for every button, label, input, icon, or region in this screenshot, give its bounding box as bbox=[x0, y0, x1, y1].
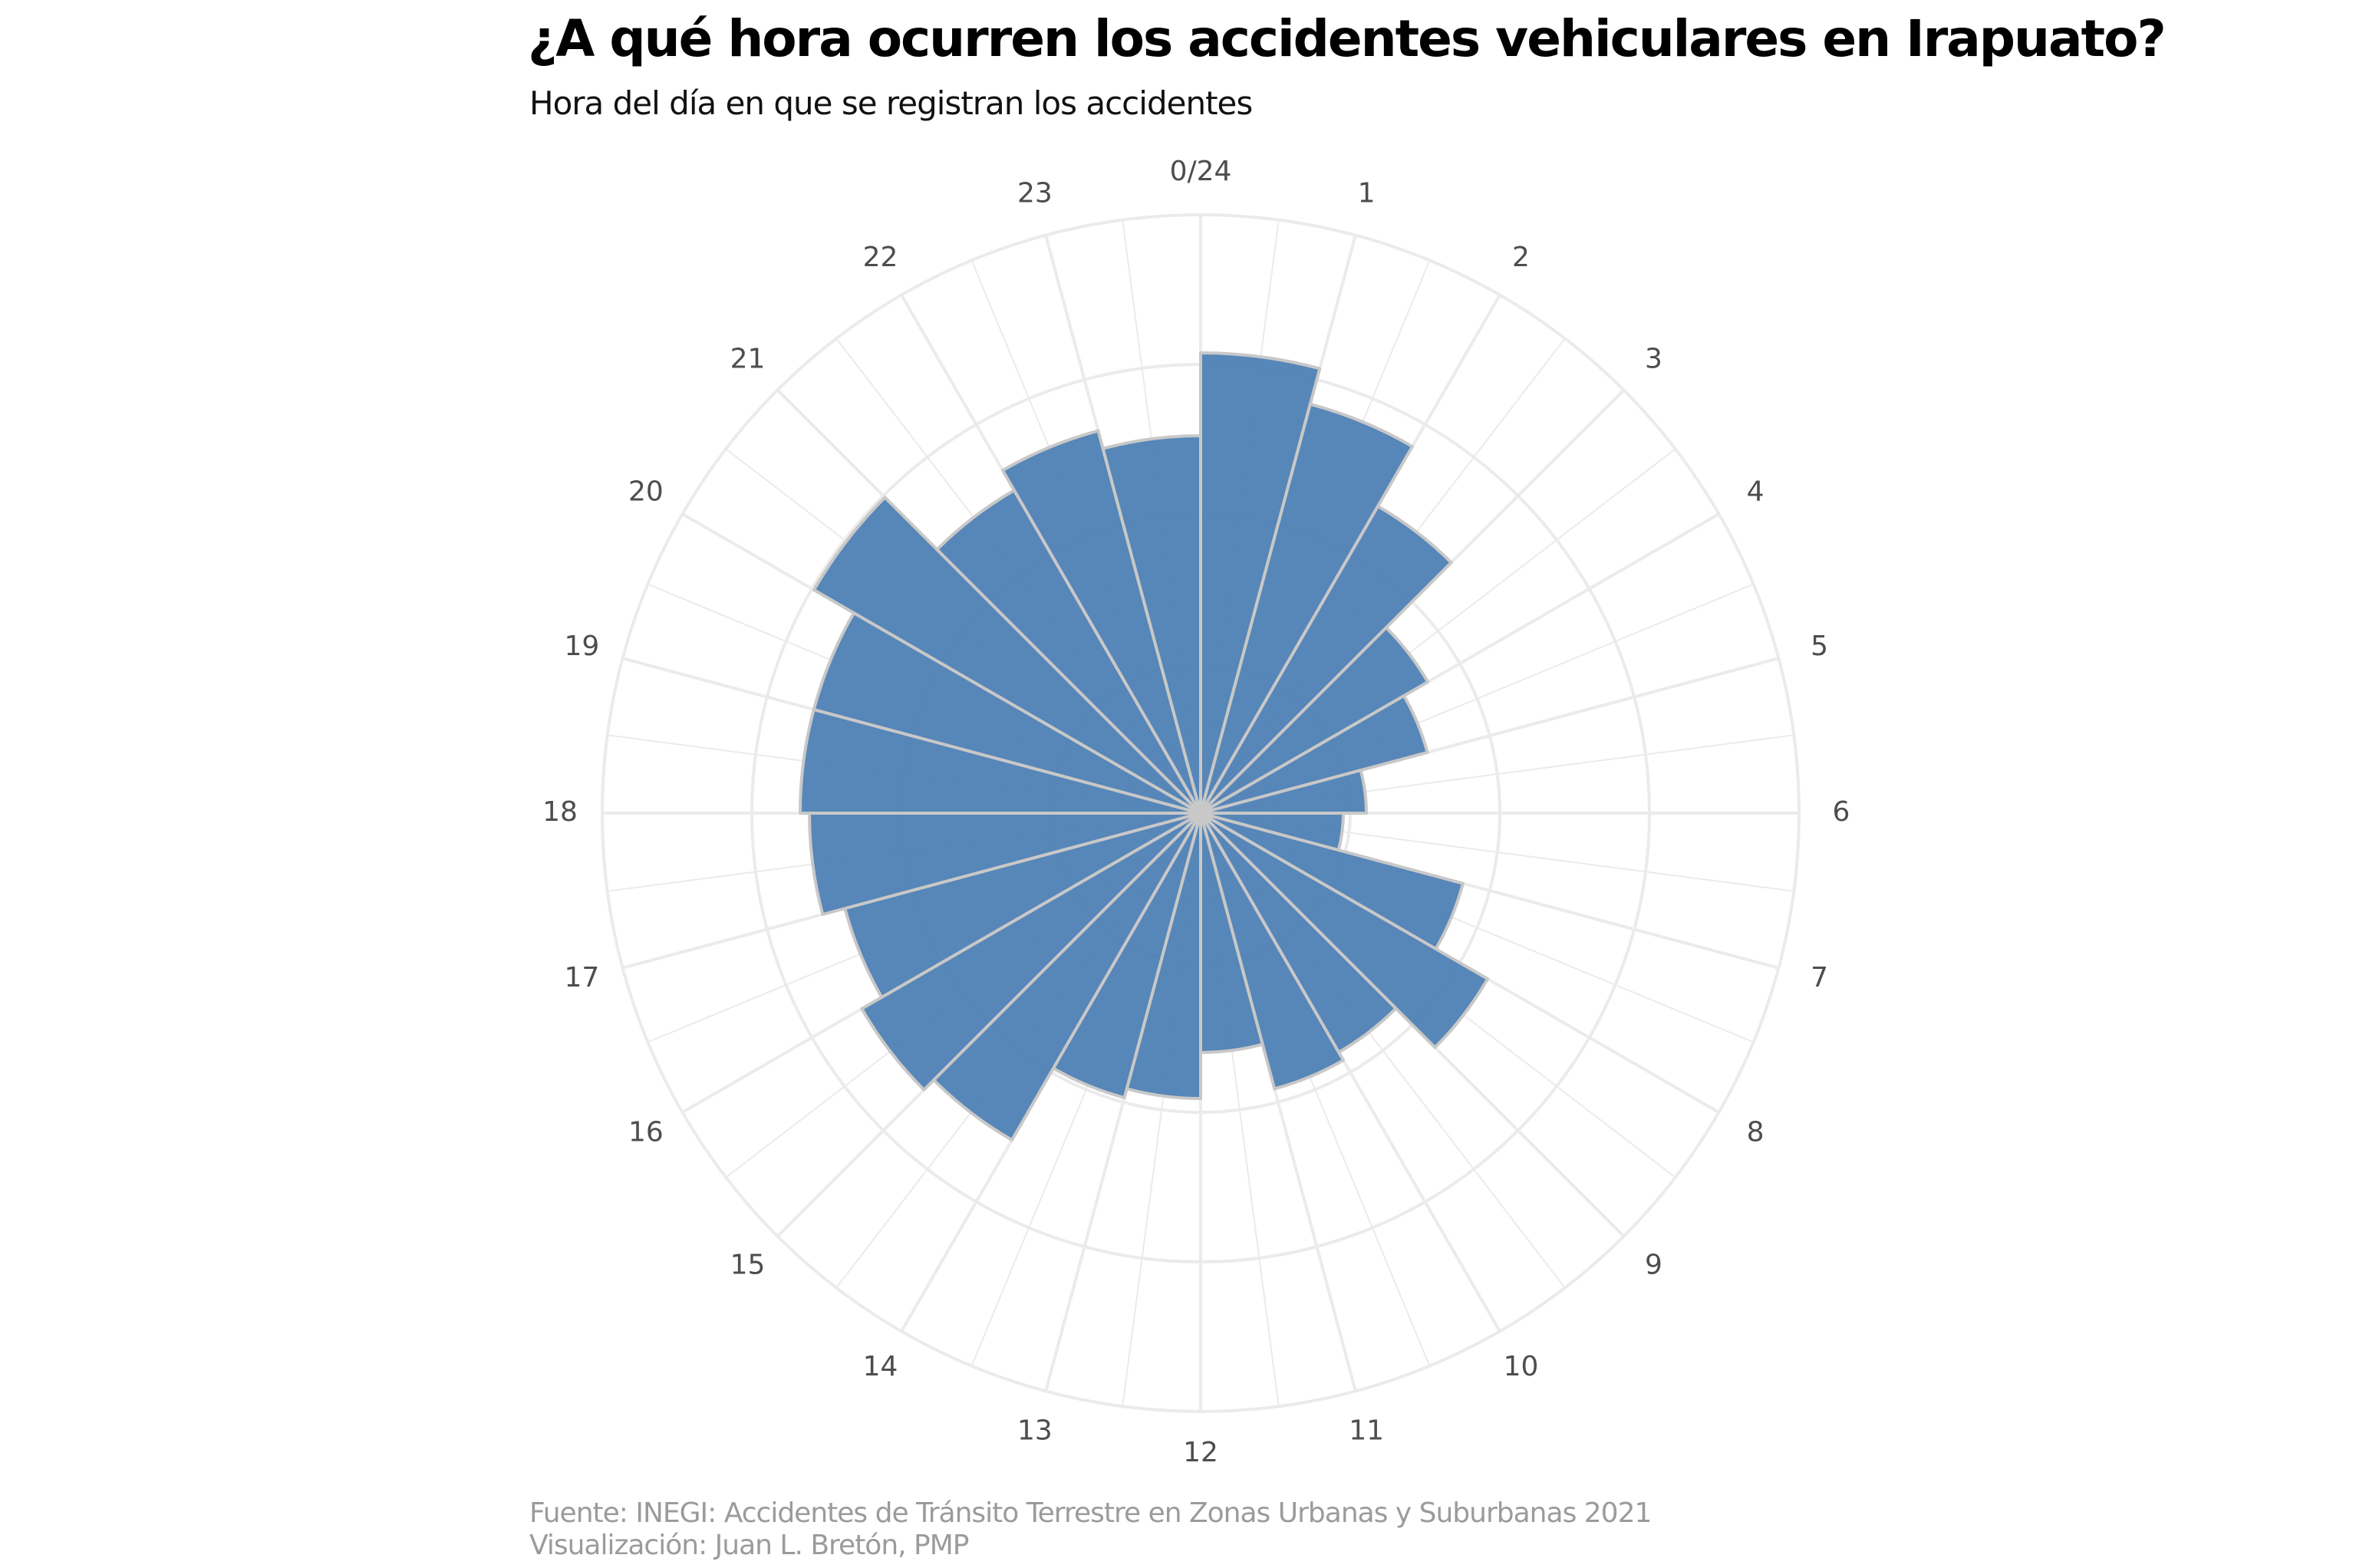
hour-label-4: 4 bbox=[1747, 476, 1765, 508]
hour-label-17: 17 bbox=[565, 962, 600, 993]
chart-title: ¿A qué hora ocurren los accidentes vehic… bbox=[528, 9, 2167, 68]
hour-label-23: 23 bbox=[1017, 177, 1053, 209]
hour-label-16: 16 bbox=[628, 1117, 664, 1148]
bar-hour-22 bbox=[1001, 429, 1202, 815]
bar-hour-20 bbox=[812, 496, 1202, 815]
hour-label-15: 15 bbox=[730, 1249, 766, 1280]
hour-label-1: 1 bbox=[1358, 177, 1376, 209]
bar-hour-2 bbox=[1199, 504, 1453, 815]
hour-label-21: 21 bbox=[730, 344, 766, 375]
hour-label-20: 20 bbox=[628, 476, 664, 508]
hour-label-5: 5 bbox=[1811, 631, 1828, 662]
chart-subtitle: Hora del día en que se registran los acc… bbox=[529, 84, 1253, 122]
hour-label-0: 0/24 bbox=[1170, 156, 1232, 187]
hour-label-12: 12 bbox=[1183, 1437, 1218, 1468]
bar-hour-4 bbox=[1199, 694, 1429, 815]
hour-label-14: 14 bbox=[863, 1351, 898, 1382]
bar-hour-1 bbox=[1199, 402, 1414, 815]
hour-label-10: 10 bbox=[1504, 1351, 1539, 1382]
bars bbox=[799, 351, 1490, 1142]
hour-labels: 0/24123456789101112131415161718192021222… bbox=[542, 156, 1850, 1468]
bar-hour-15 bbox=[860, 812, 1202, 1092]
hour-label-11: 11 bbox=[1349, 1415, 1384, 1447]
center-hub bbox=[1192, 805, 1209, 822]
caption-visualization: Visualización: Juan L. Bretón, PMP bbox=[529, 1530, 970, 1561]
hour-label-8: 8 bbox=[1747, 1117, 1765, 1148]
bar-hour-3 bbox=[1199, 626, 1430, 815]
hour-label-7: 7 bbox=[1811, 962, 1828, 993]
hour-label-18: 18 bbox=[542, 796, 578, 828]
bar-hour-5 bbox=[1199, 769, 1368, 815]
caption-source: Fuente: INEGI: Accidentes de Tránsito Te… bbox=[529, 1497, 1652, 1529]
hour-label-2: 2 bbox=[1512, 242, 1530, 273]
hour-label-6: 6 bbox=[1833, 796, 1850, 828]
hour-label-22: 22 bbox=[863, 242, 898, 273]
hour-label-3: 3 bbox=[1645, 344, 1662, 375]
bar-hour-8 bbox=[1199, 812, 1490, 1049]
bar-hour-10 bbox=[1199, 812, 1345, 1091]
hour-label-9: 9 bbox=[1645, 1249, 1662, 1280]
bar-hour-23 bbox=[1101, 434, 1202, 815]
hour-label-19: 19 bbox=[565, 631, 600, 662]
hour-label-13: 13 bbox=[1017, 1415, 1053, 1447]
